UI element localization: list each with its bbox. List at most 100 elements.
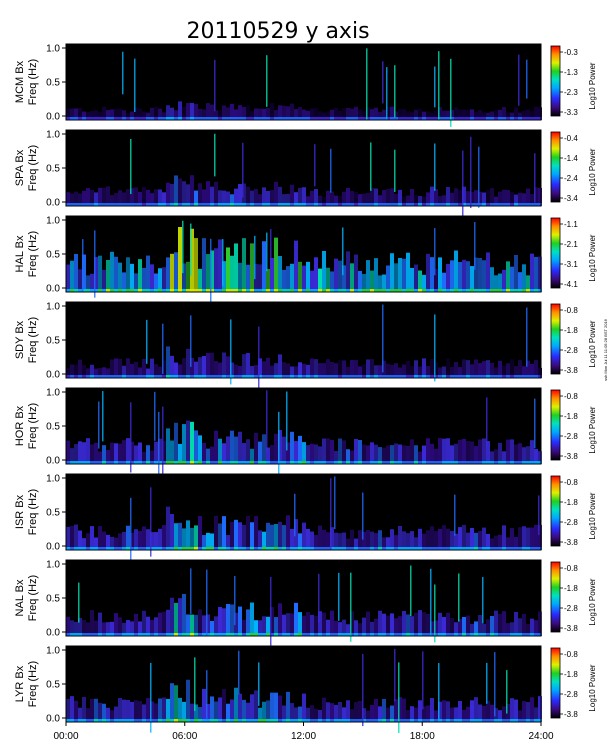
colorbar-tick-label: -0.8 — [564, 478, 578, 487]
colorbar-tick-label: -2.3 — [564, 88, 578, 97]
colorbar-tick-label: -2.8 — [564, 604, 578, 613]
y-tick-label: 1.0 — [46, 646, 60, 657]
spectrogram-texture — [66, 48, 542, 127]
panel-hal: 0.0 0.5 1.0 HAL Bx Freq (Hz) -1.1 -2.1 -3.1 -4.1… — [14, 215, 597, 305]
colorbar-tick-label: -0.3 — [564, 48, 578, 57]
side-note: ssh Mon Jul 11 11:05:28 BST 2016 — [603, 318, 608, 381]
y-tick-label: 0.0 — [46, 628, 60, 639]
y-tick-label: 1.0 — [46, 474, 60, 485]
spectrogram-texture — [66, 565, 542, 647]
colorbar-tick-label: -1.8 — [564, 326, 578, 335]
spectrogram-texture — [66, 390, 542, 483]
y-label-station: HAL Bx — [14, 235, 26, 272]
y-tick-label: 1.0 — [46, 216, 60, 227]
y-label-station: SPA Bx — [14, 149, 26, 186]
colorbar-tick-label: -3.4 — [564, 194, 578, 203]
chart-title: 20110529 y axis — [186, 19, 369, 44]
y-label-freq: Freq (Hz) — [27, 317, 39, 363]
colorbar-tick-label: -1.8 — [564, 412, 578, 421]
y-tick-label: 0.0 — [46, 456, 60, 467]
plot-area — [66, 44, 541, 120]
colorbar-tick-label: -2.1 — [564, 240, 578, 249]
colorbar — [550, 647, 561, 719]
y-tick-label: 1.0 — [46, 130, 60, 141]
colorbar-tick-label: -3.8 — [564, 710, 578, 719]
y-label-freq: Freq (Hz) — [27, 59, 39, 105]
colorbar-label: Log10 Power — [588, 62, 597, 109]
y-label-station: MCM Bx — [14, 60, 26, 103]
colorbar-tick-label: -3.8 — [564, 538, 578, 547]
colorbar-tick-label: -0.4 — [564, 134, 578, 143]
colorbar — [550, 561, 561, 633]
spectrogram-texture — [66, 304, 542, 390]
colorbar-tick-label: -1.8 — [564, 670, 578, 679]
y-tick-label: 0.5 — [46, 164, 60, 175]
y-label-station: HOR Bx — [14, 405, 26, 446]
colorbar — [550, 131, 561, 203]
colorbar-tick-label: -1.8 — [564, 498, 578, 507]
y-label-station: NAL Bx — [14, 579, 26, 616]
panel-spa: 0.0 0.5 1.0 SPA Bx Freq (Hz) -0.4 -1.4 -2.4 -3.4… — [14, 129, 597, 221]
colorbar-tick-label: -3.3 — [564, 108, 578, 117]
y-label-freq: Freq (Hz) — [27, 231, 39, 277]
colorbar-tick-label: -0.8 — [564, 392, 578, 401]
x-tick-label: 00:00 — [53, 731, 78, 742]
y-label-station: ISR Bx — [14, 494, 26, 529]
colorbar-label: Log10 Power — [588, 320, 597, 367]
colorbar-tick-label: -3.8 — [564, 452, 578, 461]
colorbar — [550, 303, 561, 375]
y-tick-label: 0.5 — [46, 250, 60, 261]
colorbar-tick-label: -1.3 — [564, 68, 578, 77]
colorbar-tick-label: -3.8 — [564, 624, 578, 633]
colorbar — [550, 217, 561, 289]
y-label-station: LYR Bx — [14, 665, 26, 702]
colorbar-label: Log10 Power — [588, 148, 597, 195]
y-tick-label: 0.5 — [46, 422, 60, 433]
y-tick-label: 0.5 — [46, 508, 60, 519]
spectrogram-texture — [66, 220, 542, 305]
colorbar-tick-label: -3.1 — [564, 260, 578, 269]
x-tick-label: 12:00 — [291, 731, 316, 742]
y-tick-label: 1.0 — [46, 560, 60, 571]
x-tick-label: 06:00 — [172, 731, 197, 742]
y-tick-label: 0.0 — [46, 542, 60, 553]
colorbar-tick-label: -0.8 — [564, 650, 578, 659]
spectrogram-texture — [66, 476, 542, 567]
x-axis: 00:00 06:00 12:00 18:00 24:00 — [53, 722, 554, 742]
colorbar-tick-label: -1.4 — [564, 154, 578, 163]
y-tick-label: 0.5 — [46, 680, 60, 691]
colorbar-tick-label: -0.8 — [564, 564, 578, 573]
y-label-station: SDY Bx — [14, 320, 26, 359]
y-tick-label: 0.0 — [46, 714, 60, 725]
y-label-freq: Freq (Hz) — [27, 145, 39, 191]
panel-isr: 0.0 0.5 1.0 ISR Bx Freq (Hz) -0.8 -1.8 -2.8 -3.8… — [14, 473, 597, 567]
colorbar-tick-label: -2.8 — [564, 346, 578, 355]
y-tick-label: 0.0 — [46, 370, 60, 381]
colorbar-tick-label: -1.1 — [564, 220, 578, 229]
colorbar-tick-label: -2.8 — [564, 690, 578, 699]
panel-sdy: 0.0 0.5 1.0 SDY Bx Freq (Hz) -0.8 -1.8 -2.8 -3.8… — [14, 301, 597, 390]
colorbar-label: Log10 Power — [588, 578, 597, 625]
colorbar-tick-label: -2.4 — [564, 174, 578, 183]
y-tick-label: 0.5 — [46, 594, 60, 605]
y-tick-label: 1.0 — [46, 388, 60, 399]
y-tick-label: 0.5 — [46, 336, 60, 347]
y-tick-label: 0.0 — [46, 198, 60, 209]
panel-mcm: 0.0 0.5 1.0 MCM Bx Freq (Hz) -0.3 -1.3 -2.3 -3.3… — [14, 43, 597, 127]
y-label-freq: Freq (Hz) — [27, 661, 39, 707]
y-tick-label: 0.5 — [46, 78, 60, 89]
colorbar-tick-label: -2.8 — [564, 432, 578, 441]
colorbar — [550, 475, 561, 547]
colorbar-label: Log10 Power — [588, 492, 597, 539]
colorbar-tick-label: -4.1 — [564, 280, 578, 289]
y-tick-label: 1.0 — [46, 44, 60, 55]
y-tick-label: 1.0 — [46, 302, 60, 313]
panel-lyr: 0.0 0.5 1.0 LYR Bx Freq (Hz) -0.8 -1.8 -2.8 -3.8… — [14, 645, 597, 733]
colorbar-label: Log10 Power — [588, 234, 597, 281]
y-tick-label: 0.0 — [46, 284, 60, 295]
spectrogram-texture — [66, 133, 542, 221]
y-tick-label: 0.0 — [46, 112, 60, 123]
panel-hor: 0.0 0.5 1.0 HOR Bx Freq (Hz) -0.8 -1.8 -2.8 -3.8… — [14, 387, 597, 483]
